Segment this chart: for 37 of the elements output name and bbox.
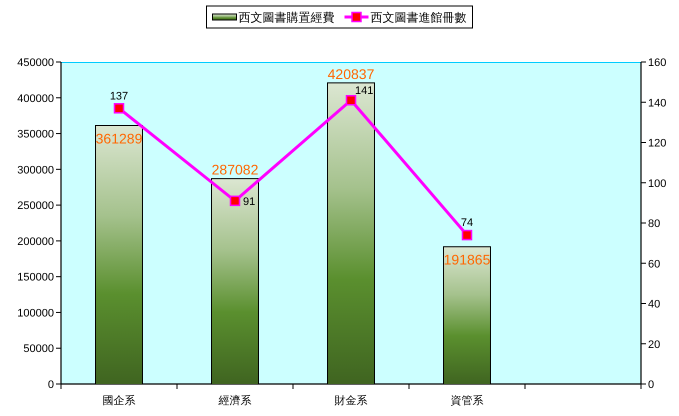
x-tick-label: 財金系 xyxy=(334,394,368,407)
y2-tick-label: 100 xyxy=(648,178,666,190)
y-tick-label: 350000 xyxy=(17,128,54,141)
y2-tick-label: 160 xyxy=(648,57,666,69)
y-tick-label: 450000 xyxy=(17,57,54,69)
y2-tick-label: 60 xyxy=(648,258,660,270)
y-tick-label: 100000 xyxy=(17,307,54,320)
x-tick-label: 國企系 xyxy=(102,394,136,407)
y2-tick-label: 80 xyxy=(648,218,660,230)
data-label: 74 xyxy=(460,217,474,230)
y-tick-label: 50000 xyxy=(23,343,54,356)
x-tick-label: 經濟系 xyxy=(218,394,252,407)
y-tick-label: 300000 xyxy=(17,164,54,176)
y-tick-label: 400000 xyxy=(17,92,54,105)
y2-tick-label: 0 xyxy=(648,379,654,391)
y2-tick-label: 140 xyxy=(648,97,666,110)
y2-tick-label: 120 xyxy=(648,138,666,150)
data-label: 191865 xyxy=(444,252,491,268)
y2-tick-label: 40 xyxy=(648,298,660,310)
y-tick-label: 200000 xyxy=(17,236,54,248)
y2-tick-label: 20 xyxy=(648,338,660,351)
data-label: 91 xyxy=(243,196,256,208)
point xyxy=(462,230,472,240)
x-tick-label: 資管系 xyxy=(450,394,484,407)
legend-label: 西文圖書進館冊數 xyxy=(370,10,466,24)
point xyxy=(230,196,240,206)
y-tick-label: 250000 xyxy=(17,200,54,212)
y-tick-label: 0 xyxy=(48,379,54,391)
data-label: 141 xyxy=(355,85,374,98)
y-tick-label: 150000 xyxy=(17,272,54,284)
point xyxy=(114,103,124,114)
point xyxy=(346,94,356,106)
data-label: 361289 xyxy=(96,130,143,146)
data-label: 420837 xyxy=(328,66,375,82)
data-label: 137 xyxy=(110,90,128,102)
legend-label: 西文圖書購置經費 xyxy=(238,10,334,24)
data-label: 287082 xyxy=(212,162,259,178)
